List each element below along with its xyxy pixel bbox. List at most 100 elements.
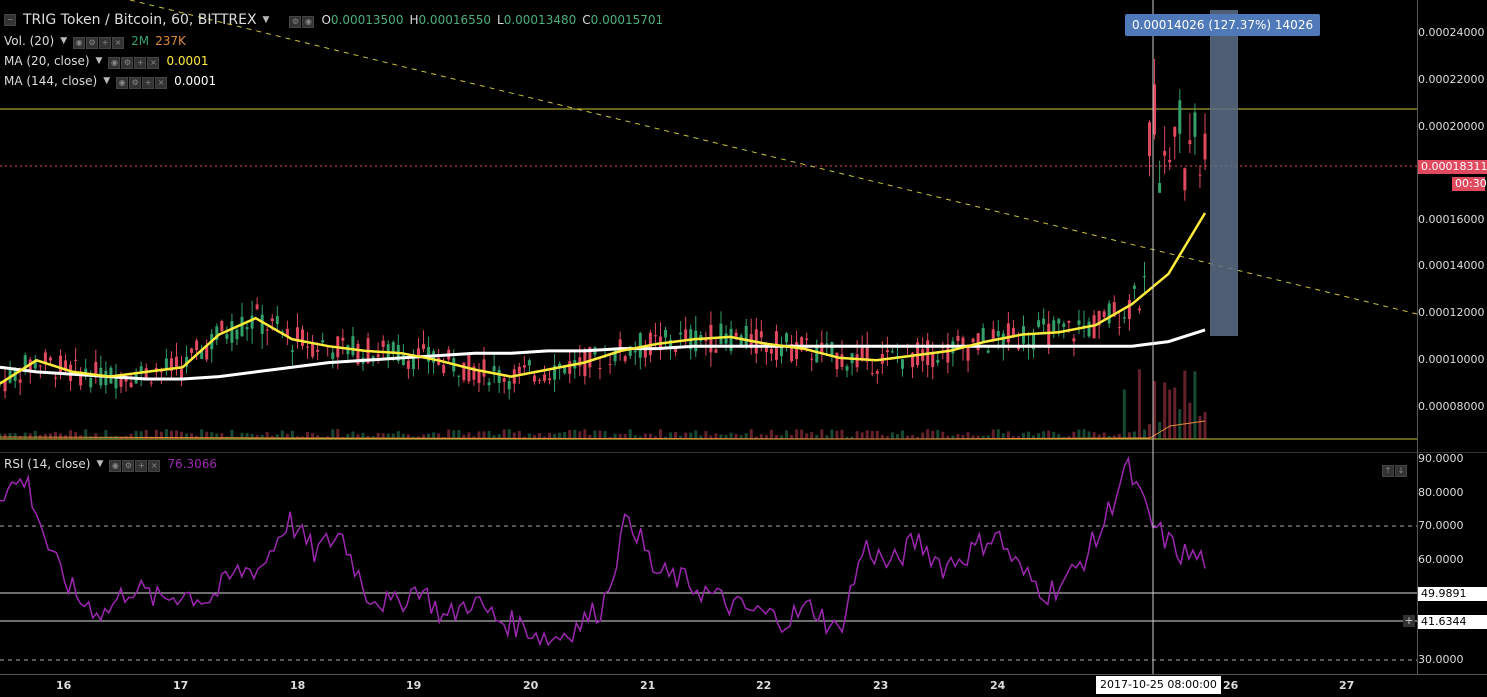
symbol-title[interactable]: TRIG Token / Bitcoin, 60, BITTREX <box>23 12 257 28</box>
move-down-icon[interactable]: ↓ <box>1395 465 1407 477</box>
candle <box>119 375 123 387</box>
chevron-down-icon[interactable]: ▼ <box>60 36 68 46</box>
volume-bar <box>563 431 567 439</box>
plus-icon[interactable]: + <box>142 77 155 89</box>
plus-icon[interactable]: + <box>99 37 112 49</box>
candle <box>477 370 481 384</box>
close-icon[interactable]: × <box>147 57 160 69</box>
volume-bar <box>396 431 400 439</box>
pane-divider[interactable] <box>0 452 1487 453</box>
candle <box>598 367 602 369</box>
ohlc-value-l: 0.00013480 <box>503 13 577 27</box>
candle <box>301 329 305 346</box>
rsi-axis[interactable]: 90.0000 80.0000 70.0000 60.0000 30.0000 <box>1417 452 1487 674</box>
volume-label[interactable]: Vol. (20) <box>4 34 55 48</box>
volume-bar <box>976 435 980 439</box>
candle <box>195 340 199 351</box>
close-icon[interactable]: × <box>148 460 161 472</box>
rsi-pane[interactable] <box>0 452 1417 674</box>
price-axis-label: 0.00016000 <box>1418 213 1485 226</box>
ma144-label[interactable]: MA (144, close) <box>4 74 98 88</box>
settings-icon[interactable]: ⚙ <box>121 57 134 69</box>
candle <box>220 320 224 332</box>
price-axis-label: 0.00024000 <box>1418 26 1485 39</box>
price-chart[interactable] <box>0 0 1417 452</box>
rsi-label[interactable]: RSI (14, close) <box>4 457 91 471</box>
rsi-axis-label: 30.0000 <box>1418 653 1464 666</box>
volume-bar <box>885 436 889 439</box>
volume-bar <box>684 432 688 439</box>
plus-icon[interactable]: + <box>134 57 147 69</box>
volume-bar <box>104 430 108 439</box>
candle <box>916 342 920 365</box>
measure-box[interactable] <box>1210 10 1238 336</box>
volume-bar <box>265 432 269 439</box>
volume-bar <box>316 435 320 439</box>
settings-icon[interactable]: ⚙ <box>122 460 135 472</box>
volume-bar <box>719 434 723 439</box>
candle <box>1142 276 1146 278</box>
ma20-label[interactable]: MA (20, close) <box>4 54 90 68</box>
volume-bar <box>230 429 234 439</box>
candle <box>931 354 935 367</box>
volume-bar <box>346 434 350 439</box>
rsi-chart[interactable] <box>0 452 1417 674</box>
plus-icon[interactable]: + <box>135 460 148 472</box>
candle <box>482 359 486 377</box>
volume-bar <box>366 435 370 439</box>
price-pane[interactable] <box>0 0 1417 452</box>
price-axis-label: 0.00012000 <box>1418 306 1485 319</box>
chevron-down-icon[interactable]: ▼ <box>262 15 270 25</box>
chevron-down-icon[interactable]: ▼ <box>95 56 103 66</box>
candle <box>59 355 63 373</box>
volume-bar <box>709 435 713 439</box>
candle <box>815 344 819 363</box>
eye-icon[interactable]: ◉ <box>108 57 121 69</box>
volume-bar <box>694 430 698 439</box>
volume-bar <box>865 430 869 439</box>
chevron-down-icon[interactable]: ▼ <box>103 76 111 86</box>
candle <box>729 328 733 352</box>
eye-icon[interactable]: ◉ <box>73 37 86 49</box>
candle <box>1168 160 1172 163</box>
settings-icon[interactable]: ⚙ <box>86 37 99 49</box>
volume-bar <box>921 432 925 439</box>
move-up-icon[interactable]: ↑ <box>1382 465 1394 477</box>
price-axis-label: 0.00022000 <box>1418 73 1485 86</box>
candle <box>694 330 698 352</box>
time-axis-label: 19 <box>406 679 422 692</box>
candle <box>18 379 22 383</box>
eye-icon[interactable]: ◉ <box>109 460 122 472</box>
volume-bar <box>59 433 63 439</box>
volume-bar <box>260 434 264 439</box>
candle <box>1052 320 1056 332</box>
volume-bar <box>1188 402 1192 439</box>
price-axis[interactable]: 0.00024000 0.00022000 0.00020000 0.00016000… <box>1417 0 1487 452</box>
plus-icon[interactable]: + <box>1403 614 1415 627</box>
candle <box>522 365 526 368</box>
collapse-icon[interactable]: − <box>4 14 16 26</box>
volume-bar <box>971 435 975 439</box>
eye-icon[interactable]: ◉ <box>302 16 315 28</box>
volume-bar <box>810 432 814 439</box>
candle <box>719 323 723 344</box>
candle <box>628 346 632 356</box>
time-axis[interactable]: 16 17 18 19 20 21 22 23 24 26 27 <box>0 674 1487 697</box>
volume-bar <box>537 433 541 439</box>
price-axis-label: 0.00010000 <box>1418 353 1485 366</box>
chevron-down-icon[interactable]: ▼ <box>96 459 104 469</box>
candle <box>865 345 869 362</box>
candle <box>53 377 57 379</box>
volume-bar <box>779 435 783 439</box>
candle <box>114 374 118 389</box>
eye-icon[interactable]: ◉ <box>116 77 129 89</box>
close-icon[interactable]: × <box>155 77 168 89</box>
measure-tooltip: 0.00014026 (127.37%) 14026 <box>1125 14 1321 36</box>
volume-bar <box>548 432 552 439</box>
settings-icon[interactable]: ⚙ <box>289 16 302 28</box>
candle <box>3 380 7 392</box>
close-icon[interactable]: × <box>112 37 125 49</box>
volume-bar <box>1112 435 1116 439</box>
candle <box>704 338 708 342</box>
settings-icon[interactable]: ⚙ <box>129 77 142 89</box>
